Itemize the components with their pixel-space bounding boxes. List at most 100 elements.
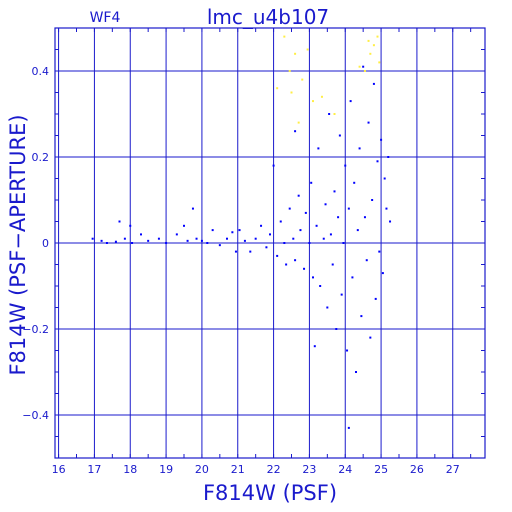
flagged-data-point bbox=[369, 52, 372, 55]
data-point bbox=[91, 237, 94, 240]
chart-subtitle: WF4 bbox=[90, 10, 121, 26]
chart-title: lmc_u4b107 bbox=[207, 5, 329, 29]
x-tick-label: 25 bbox=[374, 463, 388, 476]
data-point bbox=[322, 237, 325, 240]
data-point bbox=[269, 233, 271, 236]
flagged-data-point bbox=[363, 70, 366, 72]
x-tick-label: 16 bbox=[52, 463, 66, 476]
data-point bbox=[288, 207, 291, 210]
data-point bbox=[351, 276, 354, 279]
data-point bbox=[372, 82, 375, 85]
data-point bbox=[346, 349, 349, 352]
flagged-data-point bbox=[376, 35, 379, 38]
data-point bbox=[324, 203, 327, 206]
data-point bbox=[304, 211, 307, 214]
data-point bbox=[344, 164, 347, 167]
flagged-data-point bbox=[372, 44, 375, 47]
x-tick-label: 26 bbox=[410, 463, 424, 476]
flagged-data-point bbox=[288, 70, 291, 72]
x-axis-label: F814W (PSF) bbox=[203, 481, 337, 505]
data-point bbox=[347, 207, 350, 210]
data-point bbox=[313, 345, 316, 348]
flagged-data-point bbox=[290, 91, 293, 94]
data-point bbox=[371, 199, 374, 201]
y-tick-labels: −0.4 −0.2 0 0.2 0.4 bbox=[22, 65, 49, 422]
flagged-data-point bbox=[297, 121, 300, 124]
data-point bbox=[319, 285, 322, 287]
data-point bbox=[340, 293, 343, 296]
data-point bbox=[360, 315, 363, 318]
y-tick-label: −0.4 bbox=[22, 409, 49, 422]
data-point bbox=[326, 306, 329, 309]
flagged-data-point bbox=[320, 95, 323, 98]
x-tick-label: 24 bbox=[338, 463, 352, 476]
data-point bbox=[315, 224, 318, 227]
data-point bbox=[100, 239, 103, 242]
data-point bbox=[243, 239, 246, 242]
data-point bbox=[285, 263, 288, 266]
flagged-series bbox=[276, 35, 381, 124]
data-point bbox=[114, 240, 117, 243]
plot-frame bbox=[54, 27, 486, 459]
data-point bbox=[147, 239, 150, 242]
data-point bbox=[175, 233, 178, 236]
data-point bbox=[186, 239, 189, 242]
data-point bbox=[249, 250, 252, 253]
y-tick-label: 0.4 bbox=[32, 65, 50, 78]
data-point bbox=[363, 216, 366, 219]
flagged-data-point bbox=[294, 52, 297, 55]
y-tick-label: 0 bbox=[42, 237, 49, 250]
data-point bbox=[380, 138, 383, 141]
data-point bbox=[238, 229, 241, 232]
data-point bbox=[276, 254, 279, 257]
data-point bbox=[206, 242, 209, 244]
data-point bbox=[195, 237, 198, 240]
data-point bbox=[310, 181, 313, 184]
data-point bbox=[123, 237, 126, 240]
x-tick-label: 20 bbox=[195, 463, 209, 476]
data-point bbox=[292, 237, 295, 240]
data-point bbox=[333, 190, 336, 193]
data-point bbox=[329, 233, 332, 236]
x-tick-label: 22 bbox=[267, 463, 281, 476]
data-point bbox=[389, 220, 392, 223]
data-point bbox=[331, 263, 334, 266]
y-tick-label: −0.2 bbox=[22, 323, 49, 336]
data-point bbox=[294, 130, 297, 133]
flagged-data-point bbox=[358, 65, 361, 68]
data-point bbox=[200, 239, 203, 242]
x-tick-label: 27 bbox=[446, 463, 460, 476]
data-point bbox=[337, 216, 340, 219]
data-point bbox=[294, 259, 297, 262]
data-point bbox=[383, 177, 386, 180]
data-point bbox=[183, 224, 185, 227]
data-point bbox=[378, 250, 381, 253]
data-point bbox=[297, 194, 300, 197]
data-point bbox=[317, 147, 320, 150]
flagged-data-point bbox=[301, 78, 304, 81]
flagged-data-point bbox=[367, 39, 370, 42]
data-point bbox=[355, 371, 357, 373]
data-point bbox=[353, 181, 356, 184]
data-point bbox=[308, 242, 311, 244]
data-point bbox=[231, 231, 234, 234]
flagged-data-point bbox=[306, 48, 309, 51]
data-point bbox=[129, 224, 132, 227]
data-point bbox=[211, 229, 214, 232]
data-point bbox=[369, 336, 372, 339]
data-point bbox=[105, 242, 108, 244]
main-series bbox=[91, 65, 392, 429]
data-point bbox=[303, 267, 306, 270]
data-point bbox=[387, 156, 390, 158]
y-tick-label: 0.2 bbox=[32, 151, 50, 164]
data-point bbox=[365, 259, 368, 262]
data-point bbox=[362, 65, 365, 68]
data-point bbox=[356, 229, 359, 232]
data-point bbox=[385, 207, 388, 210]
data-point bbox=[165, 242, 168, 244]
data-point bbox=[234, 250, 237, 253]
data-point bbox=[358, 147, 361, 150]
data-point bbox=[374, 297, 377, 300]
x-tick-label: 17 bbox=[87, 463, 101, 476]
